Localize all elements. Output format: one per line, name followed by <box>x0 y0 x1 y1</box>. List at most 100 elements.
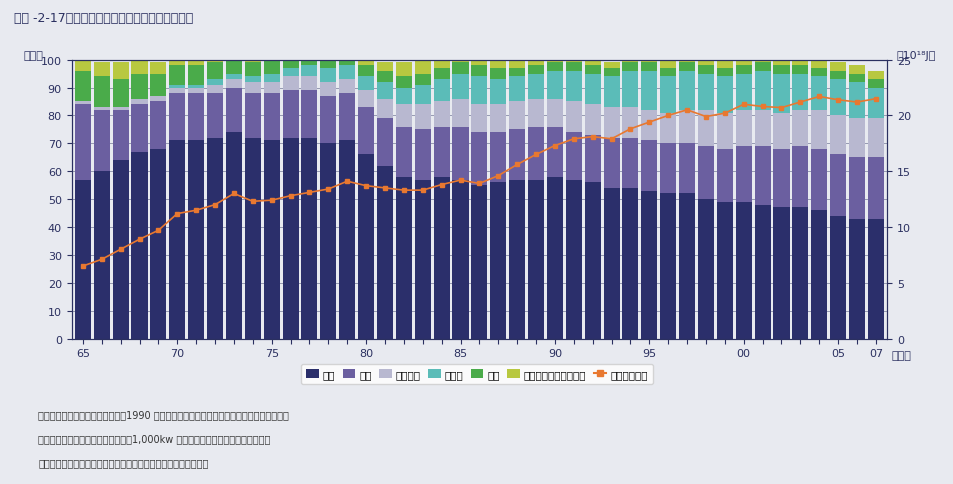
Bar <box>207 63 223 80</box>
Bar <box>867 72 883 80</box>
Bar <box>829 216 845 339</box>
Bar <box>434 60 449 69</box>
Bar <box>415 75 431 86</box>
Bar <box>867 119 883 158</box>
Text: 図序 -2-17　日本の一次エネルギー総供給の推移: 図序 -2-17 日本の一次エネルギー総供給の推移 <box>14 12 193 25</box>
Bar <box>188 66 204 86</box>
Bar <box>112 161 129 339</box>
Bar <box>735 66 751 75</box>
Bar <box>151 102 166 150</box>
Bar <box>603 189 618 339</box>
Bar <box>698 75 713 111</box>
Bar <box>584 66 600 75</box>
Bar <box>735 58 751 66</box>
Bar <box>867 158 883 219</box>
Bar <box>188 141 204 339</box>
Bar <box>169 94 185 141</box>
Bar <box>640 191 657 339</box>
Bar <box>490 69 506 80</box>
Bar <box>226 80 242 89</box>
Bar <box>640 141 657 191</box>
Bar <box>263 94 279 141</box>
Bar <box>659 77 676 113</box>
Bar <box>339 58 355 66</box>
Bar <box>434 178 449 339</box>
Bar <box>320 58 336 69</box>
Bar <box>490 105 506 133</box>
Bar <box>829 116 845 155</box>
Bar <box>679 194 695 339</box>
Bar <box>93 172 110 339</box>
Bar <box>810 211 826 339</box>
Bar <box>640 63 657 72</box>
Bar <box>716 113 732 150</box>
Bar <box>112 111 129 161</box>
Bar <box>584 183 600 339</box>
Bar <box>245 77 260 83</box>
Bar <box>471 186 487 339</box>
Bar <box>245 94 260 138</box>
Bar <box>603 69 618 77</box>
Bar <box>282 138 298 339</box>
Bar <box>603 138 618 189</box>
Bar <box>301 77 317 91</box>
Bar <box>357 66 374 77</box>
Bar <box>546 72 562 100</box>
Bar <box>565 58 581 63</box>
Bar <box>679 72 695 111</box>
Text: 資料：資源エネルギー庁「総合エネルギー統計」より環境省作成: 資料：資源エネルギー庁「総合エネルギー統計」より環境省作成 <box>38 457 209 468</box>
Bar <box>565 72 581 102</box>
Bar <box>263 58 279 60</box>
Bar <box>471 105 487 133</box>
Bar <box>357 60 374 66</box>
Bar <box>471 66 487 77</box>
Bar <box>282 58 298 69</box>
Bar <box>848 219 864 339</box>
Bar <box>395 63 412 77</box>
Bar <box>659 194 676 339</box>
Bar <box>603 77 618 108</box>
Bar <box>792 147 807 208</box>
Bar <box>527 58 543 66</box>
Bar <box>754 55 770 63</box>
Bar <box>207 86 223 94</box>
Bar <box>282 55 298 58</box>
Bar <box>376 100 393 119</box>
Bar <box>415 130 431 180</box>
Text: 注１：総合エネルギー統計では、1990 年度以降、数値について算出方法が変更されている: 注１：総合エネルギー統計では、1990 年度以降、数値について算出方法が変更され… <box>38 409 289 419</box>
Bar <box>74 105 91 180</box>
Bar <box>754 147 770 205</box>
Bar <box>659 144 676 194</box>
Bar <box>848 119 864 158</box>
Bar <box>527 66 543 75</box>
Bar <box>584 136 600 183</box>
Bar <box>112 80 129 108</box>
Bar <box>282 69 298 77</box>
Bar <box>434 102 449 127</box>
Bar <box>546 178 562 339</box>
Bar <box>301 52 317 55</box>
Bar <box>395 89 412 105</box>
Bar <box>415 60 431 75</box>
Bar <box>603 63 618 69</box>
Bar <box>490 183 506 339</box>
Bar <box>376 63 393 72</box>
Bar <box>527 180 543 339</box>
Bar <box>132 75 148 100</box>
Bar <box>339 141 355 339</box>
Bar <box>603 108 618 138</box>
Bar <box>659 60 676 69</box>
Bar <box>679 144 695 194</box>
Bar <box>735 111 751 147</box>
Bar <box>226 60 242 75</box>
Bar <box>621 72 638 108</box>
Bar <box>112 108 129 111</box>
Bar <box>245 60 260 63</box>
Bar <box>357 77 374 91</box>
Bar <box>509 102 524 130</box>
Bar <box>339 66 355 80</box>
Bar <box>829 80 845 116</box>
Bar <box>546 100 562 127</box>
Bar <box>527 75 543 100</box>
Bar <box>376 166 393 339</box>
